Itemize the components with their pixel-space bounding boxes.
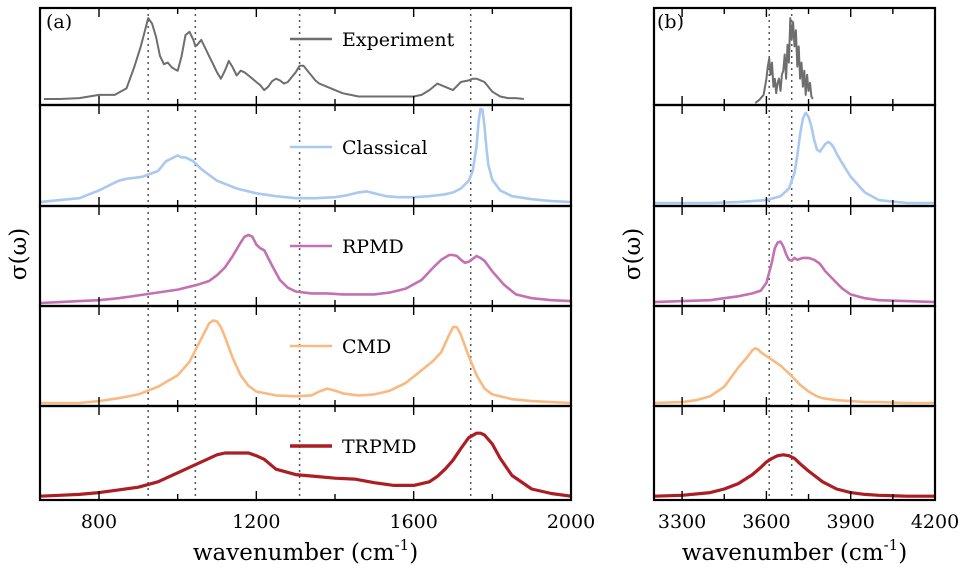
x-tick-label: 800 [81,511,117,533]
legend-label: Experiment [342,29,455,51]
legend-label: TRPMD [342,436,416,458]
x-tick-label: 4200 [911,511,959,533]
series-line-classical [654,111,935,205]
series-line-classical [39,107,572,204]
subplot-frame [652,6,937,107]
series-line-experiment [754,17,814,104]
subplot-frame [38,103,573,208]
series-line-cmd [40,319,572,405]
panel-label: (b) [657,11,684,33]
x-axis-label: wavenumber (cm-1) [682,536,907,566]
series-line-rpmd [39,233,572,305]
panel-label: (a) [46,11,72,33]
x-tick-label: 1200 [232,511,280,533]
x-tick-label: 2000 [547,511,595,533]
x-tick-label: 1600 [389,511,437,533]
subplot-frame [652,404,937,502]
subplot-frame [652,304,937,408]
series-line-cmd [653,346,935,405]
subplot-frame [38,304,573,408]
y-axis-label: σ(ω) [6,228,32,280]
y-axis-label: σ(ω) [620,228,646,280]
x-tick-label: 3600 [742,511,790,533]
legend-label: RPMD [342,236,404,258]
series-line-trpmd [39,431,572,498]
subplot-frame [652,103,937,208]
panel-a: Experiment Classical RPMD CMD TRPMD 800 1200 16… [6,6,595,566]
series-line-rpmd [653,240,936,304]
x-tick-label: 3900 [827,511,875,533]
series-line-trpmd [653,453,935,498]
legend-label: Classical [342,137,428,159]
subplot-frame [38,204,573,308]
x-tick-label: 3300 [658,511,706,533]
x-axis-label: wavenumber (cm-1) [193,536,418,566]
series-line-experiment [43,17,524,100]
legend-label: CMD [342,336,391,358]
subplot-frame [38,404,573,502]
subplot-frame [652,204,937,308]
